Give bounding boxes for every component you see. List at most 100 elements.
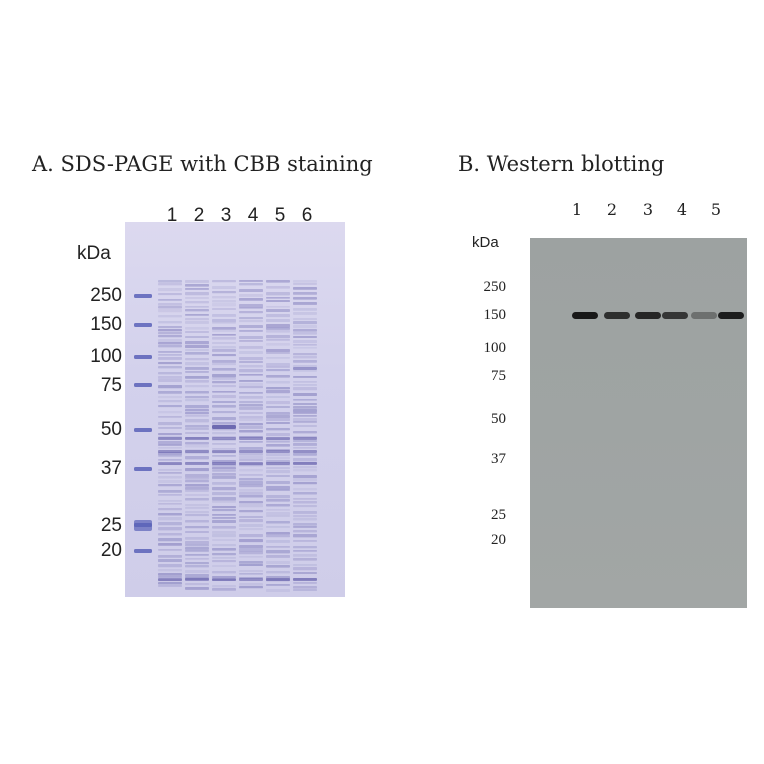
gel-band [185, 531, 209, 534]
gel-band [212, 450, 236, 453]
gel-band [239, 534, 263, 538]
gel-band [158, 573, 182, 576]
gel-band [266, 512, 290, 516]
gel-band [293, 384, 317, 386]
gel-band [293, 526, 317, 528]
gel-band [158, 522, 182, 526]
blot-mw-label-25: 25 [491, 507, 506, 523]
gel-band [212, 509, 236, 512]
gel-band [158, 400, 182, 403]
gel-band [185, 468, 209, 472]
gel-band [239, 484, 263, 488]
gel-band [239, 474, 263, 476]
gel-band [158, 455, 182, 457]
gel-band [293, 546, 317, 549]
gel-band [239, 396, 263, 399]
gel-mw-label-37: 37 [100, 458, 122, 479]
gel-band [185, 284, 209, 287]
gel-band [212, 291, 236, 294]
gel-band [212, 385, 236, 388]
gel-band [212, 544, 236, 547]
gel-band [212, 322, 236, 324]
gel-band [266, 330, 290, 333]
gel-band [185, 450, 209, 453]
gel-band [266, 418, 290, 422]
gel-band [266, 300, 290, 303]
gel-band [185, 504, 209, 507]
gel-band [212, 360, 236, 363]
gel-band [185, 574, 209, 577]
gel-band [212, 462, 236, 465]
gel-band [158, 299, 182, 301]
gel-band [266, 509, 290, 511]
gel-band [185, 550, 209, 552]
blot-mw-label-150: 150 [483, 307, 507, 323]
gel-mw-label-150: 150 [90, 314, 122, 335]
gel-band [158, 342, 182, 345]
gel-band [158, 427, 182, 429]
gel-band [293, 437, 317, 440]
gel-band [266, 369, 290, 372]
gel-band [212, 391, 236, 393]
gel-band [293, 344, 317, 346]
blot-mw-label-37: 37 [491, 451, 506, 467]
blot-band [691, 312, 717, 319]
gel-band [212, 473, 236, 476]
gel-band [293, 406, 317, 409]
gel-band [158, 576, 182, 578]
gel-band [158, 345, 182, 348]
gel-band [239, 441, 263, 443]
gel-band [239, 365, 263, 368]
gel-band [212, 588, 236, 591]
gel-band [293, 418, 317, 422]
gel-band [266, 433, 290, 437]
gel-band [239, 462, 263, 465]
gel-band [239, 298, 263, 301]
gel-band [239, 450, 263, 453]
gel-band [293, 292, 317, 295]
gel-band [293, 482, 317, 485]
gel-band [158, 321, 182, 324]
gel-band [293, 492, 317, 495]
gel-band [185, 380, 209, 383]
gel-band [185, 428, 209, 430]
gel-band [293, 523, 317, 526]
gel-band [158, 280, 182, 283]
gel-band [266, 319, 290, 323]
gel-band [239, 501, 263, 504]
gel-band [212, 448, 236, 450]
blot-lane-label-5: 5 [710, 200, 722, 219]
gel-band [212, 381, 236, 384]
gel-band [266, 486, 290, 490]
gel-band [293, 558, 317, 561]
gel-band [293, 367, 317, 370]
gel-band [293, 403, 317, 405]
gel-band [266, 515, 290, 517]
gel-band [293, 365, 317, 368]
gel-band [293, 421, 317, 423]
gel-band [212, 497, 236, 501]
gel-band [266, 306, 290, 308]
gel-band [239, 459, 263, 461]
gel-band [266, 352, 290, 354]
gel-band [293, 550, 317, 552]
gel-band [212, 368, 236, 371]
blot-lane-label-1: 1 [571, 200, 583, 219]
gel-band [293, 347, 317, 349]
gel-band [158, 494, 182, 496]
gel-band [212, 377, 236, 380]
gel-band [185, 358, 209, 361]
gel-band [266, 462, 290, 465]
gel-band [185, 341, 209, 345]
gel-band [158, 527, 182, 531]
gel-band [266, 561, 290, 564]
gel-band [212, 334, 236, 336]
gel-band [266, 578, 290, 581]
gel-band [185, 409, 209, 412]
gel-band [293, 356, 317, 359]
blot-lane-label-4: 4 [676, 200, 688, 219]
gel-band [185, 399, 209, 402]
gel-band [293, 589, 317, 592]
gel-band [212, 526, 236, 529]
gel-band [212, 506, 236, 509]
